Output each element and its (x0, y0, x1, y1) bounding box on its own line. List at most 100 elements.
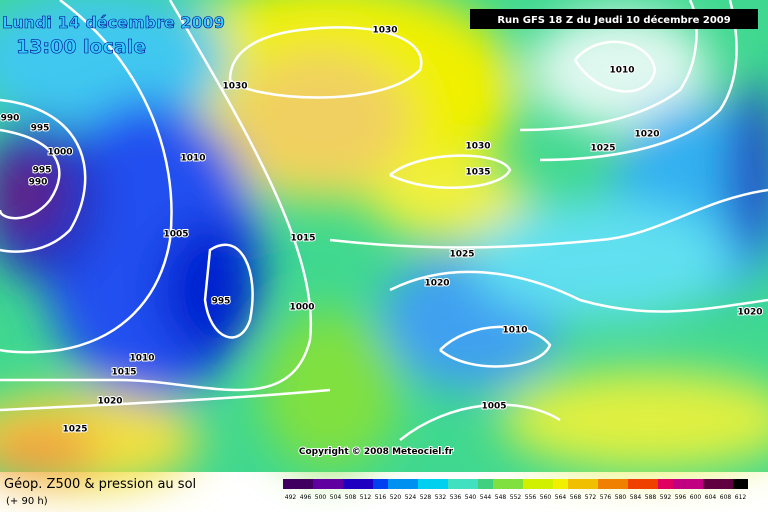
scale-swatch (658, 479, 673, 489)
isobar-label: 1030 (222, 82, 247, 92)
scale-label: 580 (615, 494, 627, 501)
scale-label: 572 (585, 494, 597, 501)
copyright: Copyright © 2008 Meteociel.fr (299, 447, 454, 457)
isobar-label: 990 (1, 114, 20, 124)
map-background (0, 0, 768, 490)
footer-lead: (+ 90 h) (6, 496, 48, 507)
scale-swatch (583, 479, 598, 489)
scale-label: 564 (555, 494, 567, 501)
scale-swatch (508, 479, 523, 489)
scale-swatch (433, 479, 448, 489)
scale-label: 512 (360, 494, 372, 501)
isobar-label: 995 (31, 124, 50, 134)
scale-label: 528 (420, 494, 432, 501)
scale-swatch (373, 479, 388, 489)
isobar-labels: 990 995 1000 995 990 1030 1030 1010 1010 1020 1025… (0, 25, 764, 436)
scale-label: 556 (525, 494, 537, 501)
isobars (0, 0, 768, 441)
isobar-label: 1010 (180, 154, 205, 164)
isobar-label: 1005 (481, 402, 506, 412)
scale-swatch (523, 479, 538, 489)
scale-label: 592 (660, 494, 672, 501)
scale-swatch (448, 479, 463, 489)
scale-label: 544 (480, 494, 492, 501)
scale-swatch (478, 479, 493, 489)
time-label: 13:00 locale (16, 36, 146, 58)
isobar-label: 1015 (290, 234, 315, 244)
scale-swatch (283, 479, 298, 489)
scale-swatch (298, 479, 313, 489)
isobar-label: 1030 (372, 26, 397, 36)
scale-swatch (358, 479, 373, 489)
isobar-label: 1005 (163, 230, 188, 240)
scale-label: 524 (405, 494, 417, 501)
scale-label: 500 (315, 494, 327, 501)
scale-swatch (463, 479, 478, 489)
isobar-label: 1010 (609, 66, 634, 76)
isobar-label: 1025 (590, 144, 615, 154)
scale-swatch (328, 479, 343, 489)
isobar-label: 1020 (634, 130, 659, 140)
scale-label: 532 (435, 494, 447, 501)
scale-swatch (628, 479, 643, 489)
scale-swatch (313, 479, 328, 489)
isobar-label: 995 (212, 297, 231, 307)
scale-swatch (673, 479, 688, 489)
scale-label: 492 (285, 494, 297, 501)
scale-label: 568 (570, 494, 582, 501)
scale-label: 496 (300, 494, 312, 501)
scale-swatch (703, 479, 718, 489)
scale-label: 536 (450, 494, 462, 501)
scale-label: 548 (495, 494, 507, 501)
scale-swatch (568, 479, 583, 489)
scale-swatch (538, 479, 553, 489)
scale-label: 612 (735, 494, 747, 501)
scale-label: 504 (330, 494, 342, 501)
scale-swatch (598, 479, 613, 489)
scale-swatch (418, 479, 433, 489)
scale-label: 604 (705, 494, 717, 501)
isobar-label: 1000 (289, 303, 314, 313)
scale-label: 600 (690, 494, 702, 501)
run-box (470, 9, 758, 29)
isobar-label: 1010 (129, 354, 154, 364)
isobar-label: 1035 (465, 168, 490, 178)
scale-label: 552 (510, 494, 522, 501)
scale-swatch (403, 479, 418, 489)
scale-label: 516 (375, 494, 387, 501)
isobar-label: 1020 (737, 308, 762, 318)
scale-label: 508 (345, 494, 357, 501)
scale-label: 596 (675, 494, 687, 501)
scale-label: 540 (465, 494, 477, 501)
isobar-label: 1000 (47, 148, 72, 158)
scale-swatch (613, 479, 628, 489)
isobar-label: 1020 (97, 397, 122, 407)
run-label: Run GFS 18 Z du Jeudi 10 décembre 2009 (497, 14, 730, 26)
isobar-label: 1010 (502, 326, 527, 336)
scale-label: 588 (645, 494, 657, 501)
scale-swatch (643, 479, 658, 489)
scale-swatch (718, 479, 733, 489)
scale-label: 520 (390, 494, 402, 501)
scale-swatch (493, 479, 508, 489)
scale-label: 576 (600, 494, 612, 501)
scale-swatch (343, 479, 358, 489)
scale-swatch (553, 479, 568, 489)
scale-label: 584 (630, 494, 642, 501)
scale-label: 608 (720, 494, 732, 501)
scale-label: 560 (540, 494, 552, 501)
date-label: Lundi 14 décembre 2009 (2, 13, 225, 32)
isobar-label: 1025 (449, 250, 474, 260)
color-scale: 492 496 500 504 508 512 516 520 524 528 532 536 540 5… (283, 479, 748, 501)
scale-swatch (688, 479, 703, 489)
scale-swatch (388, 479, 403, 489)
isobar-label: 1030 (465, 142, 490, 152)
footer-title: Géop. Z500 & pression au sol (4, 477, 196, 492)
isobar-label: 1020 (424, 279, 449, 289)
isobar-label: 995 (33, 166, 52, 176)
isobar-label: 1025 (62, 425, 87, 435)
isobar-label: 990 (29, 178, 48, 188)
isobar-label: 1015 (111, 368, 136, 378)
scale-swatch (733, 479, 748, 489)
